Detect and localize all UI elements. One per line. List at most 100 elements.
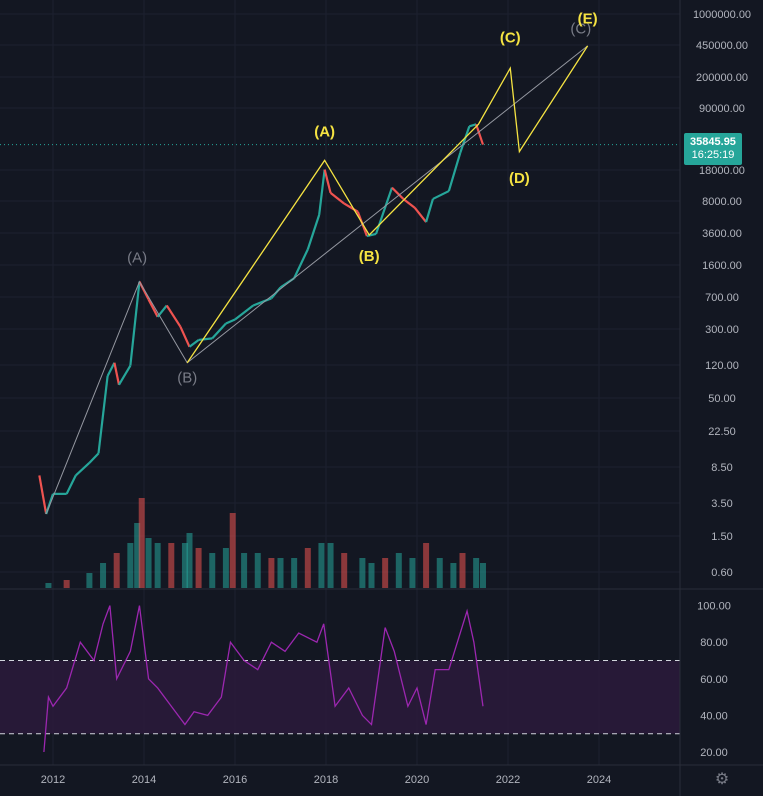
volume-bar [241,553,248,588]
y-tick-label: 1000000.00 [693,9,751,21]
price-segment [306,214,321,250]
y-tick-label: 300.00 [705,324,739,336]
price-segment [106,362,116,377]
volume-bar [168,543,175,588]
price-segment [432,190,450,200]
volume-bar [368,563,375,588]
price-segment [188,339,200,348]
price-segment [211,322,227,340]
x-tick-label: 2018 [314,774,338,786]
y-tick-label: 50.00 [708,393,736,405]
y-tick-label: 1.50 [711,531,732,543]
volume-bar [181,543,188,588]
y-tick-label: 700.00 [705,292,739,304]
price-segment [198,337,213,342]
price-segment [234,304,254,321]
bar-countdown: 16:25:19 [691,149,735,161]
volume-bar [409,558,416,588]
volume-bar [436,558,443,588]
price-segment [97,375,109,454]
price-segment [88,452,100,464]
price-segment [323,169,332,194]
current-price-label: 35845.95 16:25:19 [684,133,742,165]
gray-wave-label: (A) [127,249,147,266]
x-tick-label: 2014 [132,774,156,786]
volume-bar [291,558,298,588]
volume-bar [195,548,202,588]
price-series [0,123,680,515]
volume-bar [186,533,193,588]
x-tick-label: 2022 [496,774,520,786]
volume-bar [277,558,284,588]
volume-bar [341,553,348,588]
gear-icon[interactable]: ⚙ [714,771,730,788]
price-segment [375,187,394,235]
price-segment [225,318,236,325]
yellow-wave-line [186,45,589,364]
x-tick-label: 2016 [223,774,247,786]
price-segment [147,298,159,318]
y-tick-label: 200000.00 [696,72,748,84]
volume-bar [382,558,389,588]
volume-histogram [45,498,486,588]
price-segment [118,365,132,386]
price-segment [391,186,405,200]
volume-bar [473,558,480,588]
price-segment [65,474,77,495]
price-segment [75,462,91,477]
gray-wave-label: (C) [570,21,591,38]
x-tick-label: 2020 [405,774,429,786]
price-segment [38,475,48,515]
volume-bar [63,580,70,588]
yellow-wave-label: (B) [359,248,380,265]
volume-bar [268,558,275,588]
y-tick-label: 8000.00 [702,196,742,208]
rsi-tick-label: 40.00 [700,710,728,722]
volume-bar [127,543,134,588]
rsi-tick-label: 100.00 [697,601,731,613]
volume-bar [395,553,402,588]
price-segment [129,281,141,366]
x-tick-label: 2012 [41,774,65,786]
rsi-tick-label: 60.00 [700,674,728,686]
volume-bar [229,513,236,588]
volume-bar [450,563,457,588]
yellow-wave-label: (E) [578,10,598,27]
volume-bar [304,548,311,588]
volume-bar [459,553,466,588]
price-segment [179,326,191,348]
y-tick-label: 120.00 [705,360,739,372]
volume-bar [145,538,152,588]
current-price-value: 35845.95 [690,136,736,148]
gray-wave-line [45,45,588,515]
rsi-tick-label: 80.00 [700,637,728,649]
price-segment [447,152,462,192]
y-tick-label: 90000.00 [699,103,745,115]
volume-bar [327,543,334,588]
volume-bar [209,553,216,588]
price-segment [343,202,359,213]
y-tick-label: 450000.00 [696,40,748,52]
price-segment [402,198,416,209]
elliott-wave-annotations: (A) (B) (C) (A) (B) (C) (D) (E) [45,10,598,515]
rsi-pane: 100.00 80.00 60.00 40.00 20.00 [0,601,731,759]
y-tick-label: 8.50 [711,462,732,474]
y-tick-label: 18000.00 [699,165,745,177]
price-segment [459,125,471,154]
volume-bar [138,498,145,588]
price-segment [475,123,485,145]
price-segment [113,362,121,386]
volume-bar [222,548,229,588]
price-segment [293,248,309,279]
yellow-wave-label: (C) [500,29,521,46]
volume-bar [423,543,430,588]
y-tick-label: 22.50 [708,426,736,438]
price-segment [165,304,182,328]
price-segment [425,198,434,223]
y-tick-label: 3600.00 [702,228,742,240]
volume-bar [359,558,366,588]
volume-bar [318,543,325,588]
chart-grid [0,0,680,765]
